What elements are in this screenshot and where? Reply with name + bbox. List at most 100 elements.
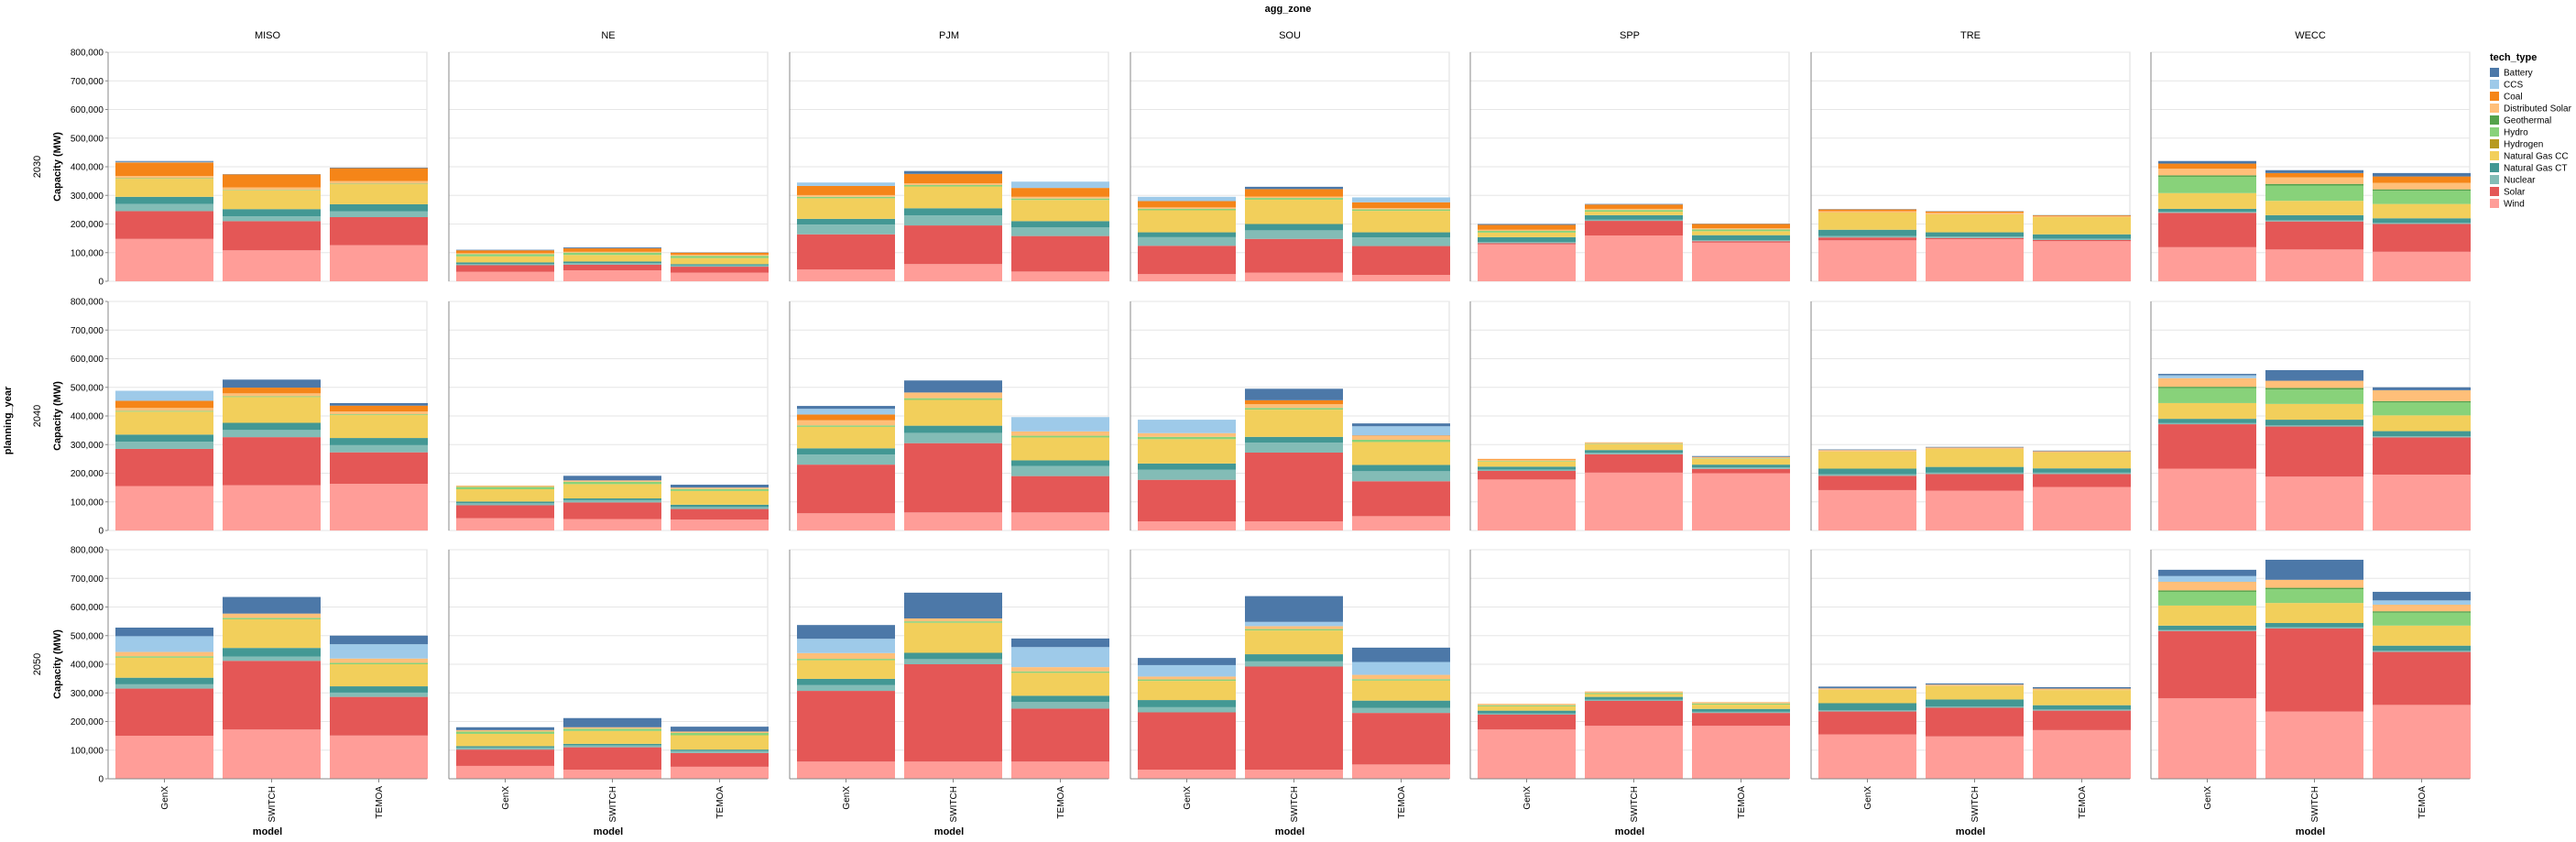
bar-segment-natural-gas-ct [1585, 696, 1683, 700]
bar-segment-natural-gas-cc [1585, 694, 1683, 697]
bar-segment-battery [115, 628, 213, 637]
bar-segment-coal [797, 185, 895, 195]
bar-segment-battery [330, 635, 428, 645]
bar-segment-solar [904, 664, 1002, 762]
bar-segment-coal [1585, 204, 1683, 209]
bar-segment-hydro [1011, 198, 1109, 201]
bar-segment-nuclear [904, 215, 1002, 226]
legend-swatch [2490, 163, 2499, 172]
bar-segment-ccs [115, 636, 213, 652]
bar-segment-nuclear [904, 659, 1002, 664]
x-tick-label: GenX [2203, 786, 2213, 810]
bar-segment-hydro [1585, 693, 1683, 694]
x-tick-label: TEMOA [715, 786, 726, 819]
bar-segment-wind [1692, 242, 1790, 281]
y-tick-label: 300,000 [71, 689, 104, 699]
bar-segment-wind [1585, 472, 1683, 530]
y-tick-label: 500,000 [71, 383, 104, 393]
x-tick-label: SWITCH [1290, 786, 1300, 822]
bar-segment-nuclear [1692, 240, 1790, 242]
bar-segment-battery [797, 406, 895, 410]
bar-segment-hydro [1138, 679, 1236, 682]
bar-segment-nuclear [1692, 711, 1790, 714]
facet-row-label-2040: 2040 [32, 405, 43, 427]
bar-segment-solar [904, 225, 1002, 265]
y-tick-label: 500,000 [71, 631, 104, 641]
bar-segment-distributed-solar [1585, 442, 1683, 444]
y-tick-label: 400,000 [71, 661, 104, 671]
bar-segment-hydro [563, 252, 661, 256]
bar-segment-natural-gas-cc [904, 399, 1002, 426]
x-tick-label: SWITCH [1630, 786, 1640, 822]
bar-segment-natural-gas-ct [1692, 235, 1790, 240]
panel-sou-2040 [1130, 301, 1450, 531]
bar-segment-wind [1138, 770, 1236, 779]
bar-segment-wind [1011, 271, 1109, 281]
bar-segment-distributed-solar [904, 183, 1002, 185]
bar-segment-nuclear [223, 216, 321, 222]
bar-segment-coal [1926, 211, 2024, 213]
bar-segment-distributed-solar [456, 253, 554, 255]
bar-segment-wind [1585, 726, 1683, 779]
bar-segment-nuclear [456, 747, 554, 750]
x-tick-label: GenX [842, 786, 852, 810]
panel-pjm-2030 [789, 51, 1109, 282]
bar-segment-hydro [115, 656, 213, 658]
bar-segment-solar [1478, 243, 1576, 245]
bar-segment-natural-gas-cc [223, 397, 321, 423]
bar-segment-natural-gas-ct [1352, 232, 1450, 238]
bar-segment-distributed-solar [1352, 435, 1450, 440]
bar-segment-nuclear [563, 745, 661, 748]
bar-segment-wind [1692, 473, 1790, 530]
bar-segment-nuclear [223, 656, 321, 662]
bar-segment-natural-gas-cc [904, 186, 1002, 209]
bar-segment-coal [1478, 458, 1576, 460]
bar-segment-distributed-solar [2265, 380, 2363, 388]
bar-segment-solar [223, 437, 321, 486]
y-tick-label: 600,000 [71, 355, 104, 365]
bar-segment-wind [2373, 705, 2471, 779]
bar-segment-battery [330, 167, 428, 169]
bar-segment-nuclear [671, 265, 769, 268]
bar-segment-coal [1245, 399, 1343, 405]
panel-wecc-2030 [2150, 51, 2471, 282]
bar-segment-natural-gas-ct [797, 218, 895, 225]
bar-segment-natural-gas-ct [1818, 703, 1916, 711]
bar-segment-natural-gas-cc [1352, 211, 1450, 233]
bar-segment-distributed-solar [223, 187, 321, 191]
bar-segment-solar [115, 448, 213, 487]
bar-segment-distributed-solar [1692, 702, 1790, 704]
bar-segment-battery [2373, 387, 2471, 390]
bar-segment-solar [1692, 713, 1790, 727]
bar-segment-battery [1352, 647, 1450, 662]
bar-segment-coal [330, 168, 428, 181]
bar-segment-natural-gas-ct [1926, 699, 2024, 707]
x-axis-title: model [2296, 826, 2325, 837]
bar-segment-natural-gas-cc [563, 484, 661, 498]
bar-segment-natural-gas-cc [1478, 705, 1576, 711]
bar-segment-solar [1585, 701, 1683, 727]
bar-segment-solar [904, 443, 1002, 513]
legend-item-nuclear: Nuclear [2490, 175, 2536, 186]
bar-segment-hydro [563, 728, 661, 731]
bar-segment-solar [115, 688, 213, 737]
y-tick-label: 100,000 [71, 248, 104, 258]
bar-segment-hydro [2158, 388, 2256, 403]
bar-segment-solar [2265, 426, 2363, 477]
panel-tre-2040 [1810, 301, 2131, 531]
bar-segment-natural-gas-cc [456, 256, 554, 263]
bar-segment-natural-gas-ct [1011, 460, 1109, 466]
bar-segment-coal [797, 414, 895, 421]
bar-segment-coal [2158, 163, 2256, 169]
bar-segment-nuclear [563, 263, 661, 265]
y-tick-label: 200,000 [71, 220, 104, 230]
bar-segment-natural-gas-cc [456, 733, 554, 747]
bar-segment-distributed-solar [1585, 691, 1683, 694]
legend-swatch [2490, 80, 2499, 89]
legend-label: Battery [2504, 69, 2533, 79]
bar-segment-natural-gas-ct [904, 425, 1002, 433]
bar-segment-nuclear [1245, 661, 1343, 667]
bar-segment-battery [563, 476, 661, 481]
bar-segment-distributed-solar [1926, 684, 2024, 686]
bar-segment-solar [2158, 424, 2256, 469]
